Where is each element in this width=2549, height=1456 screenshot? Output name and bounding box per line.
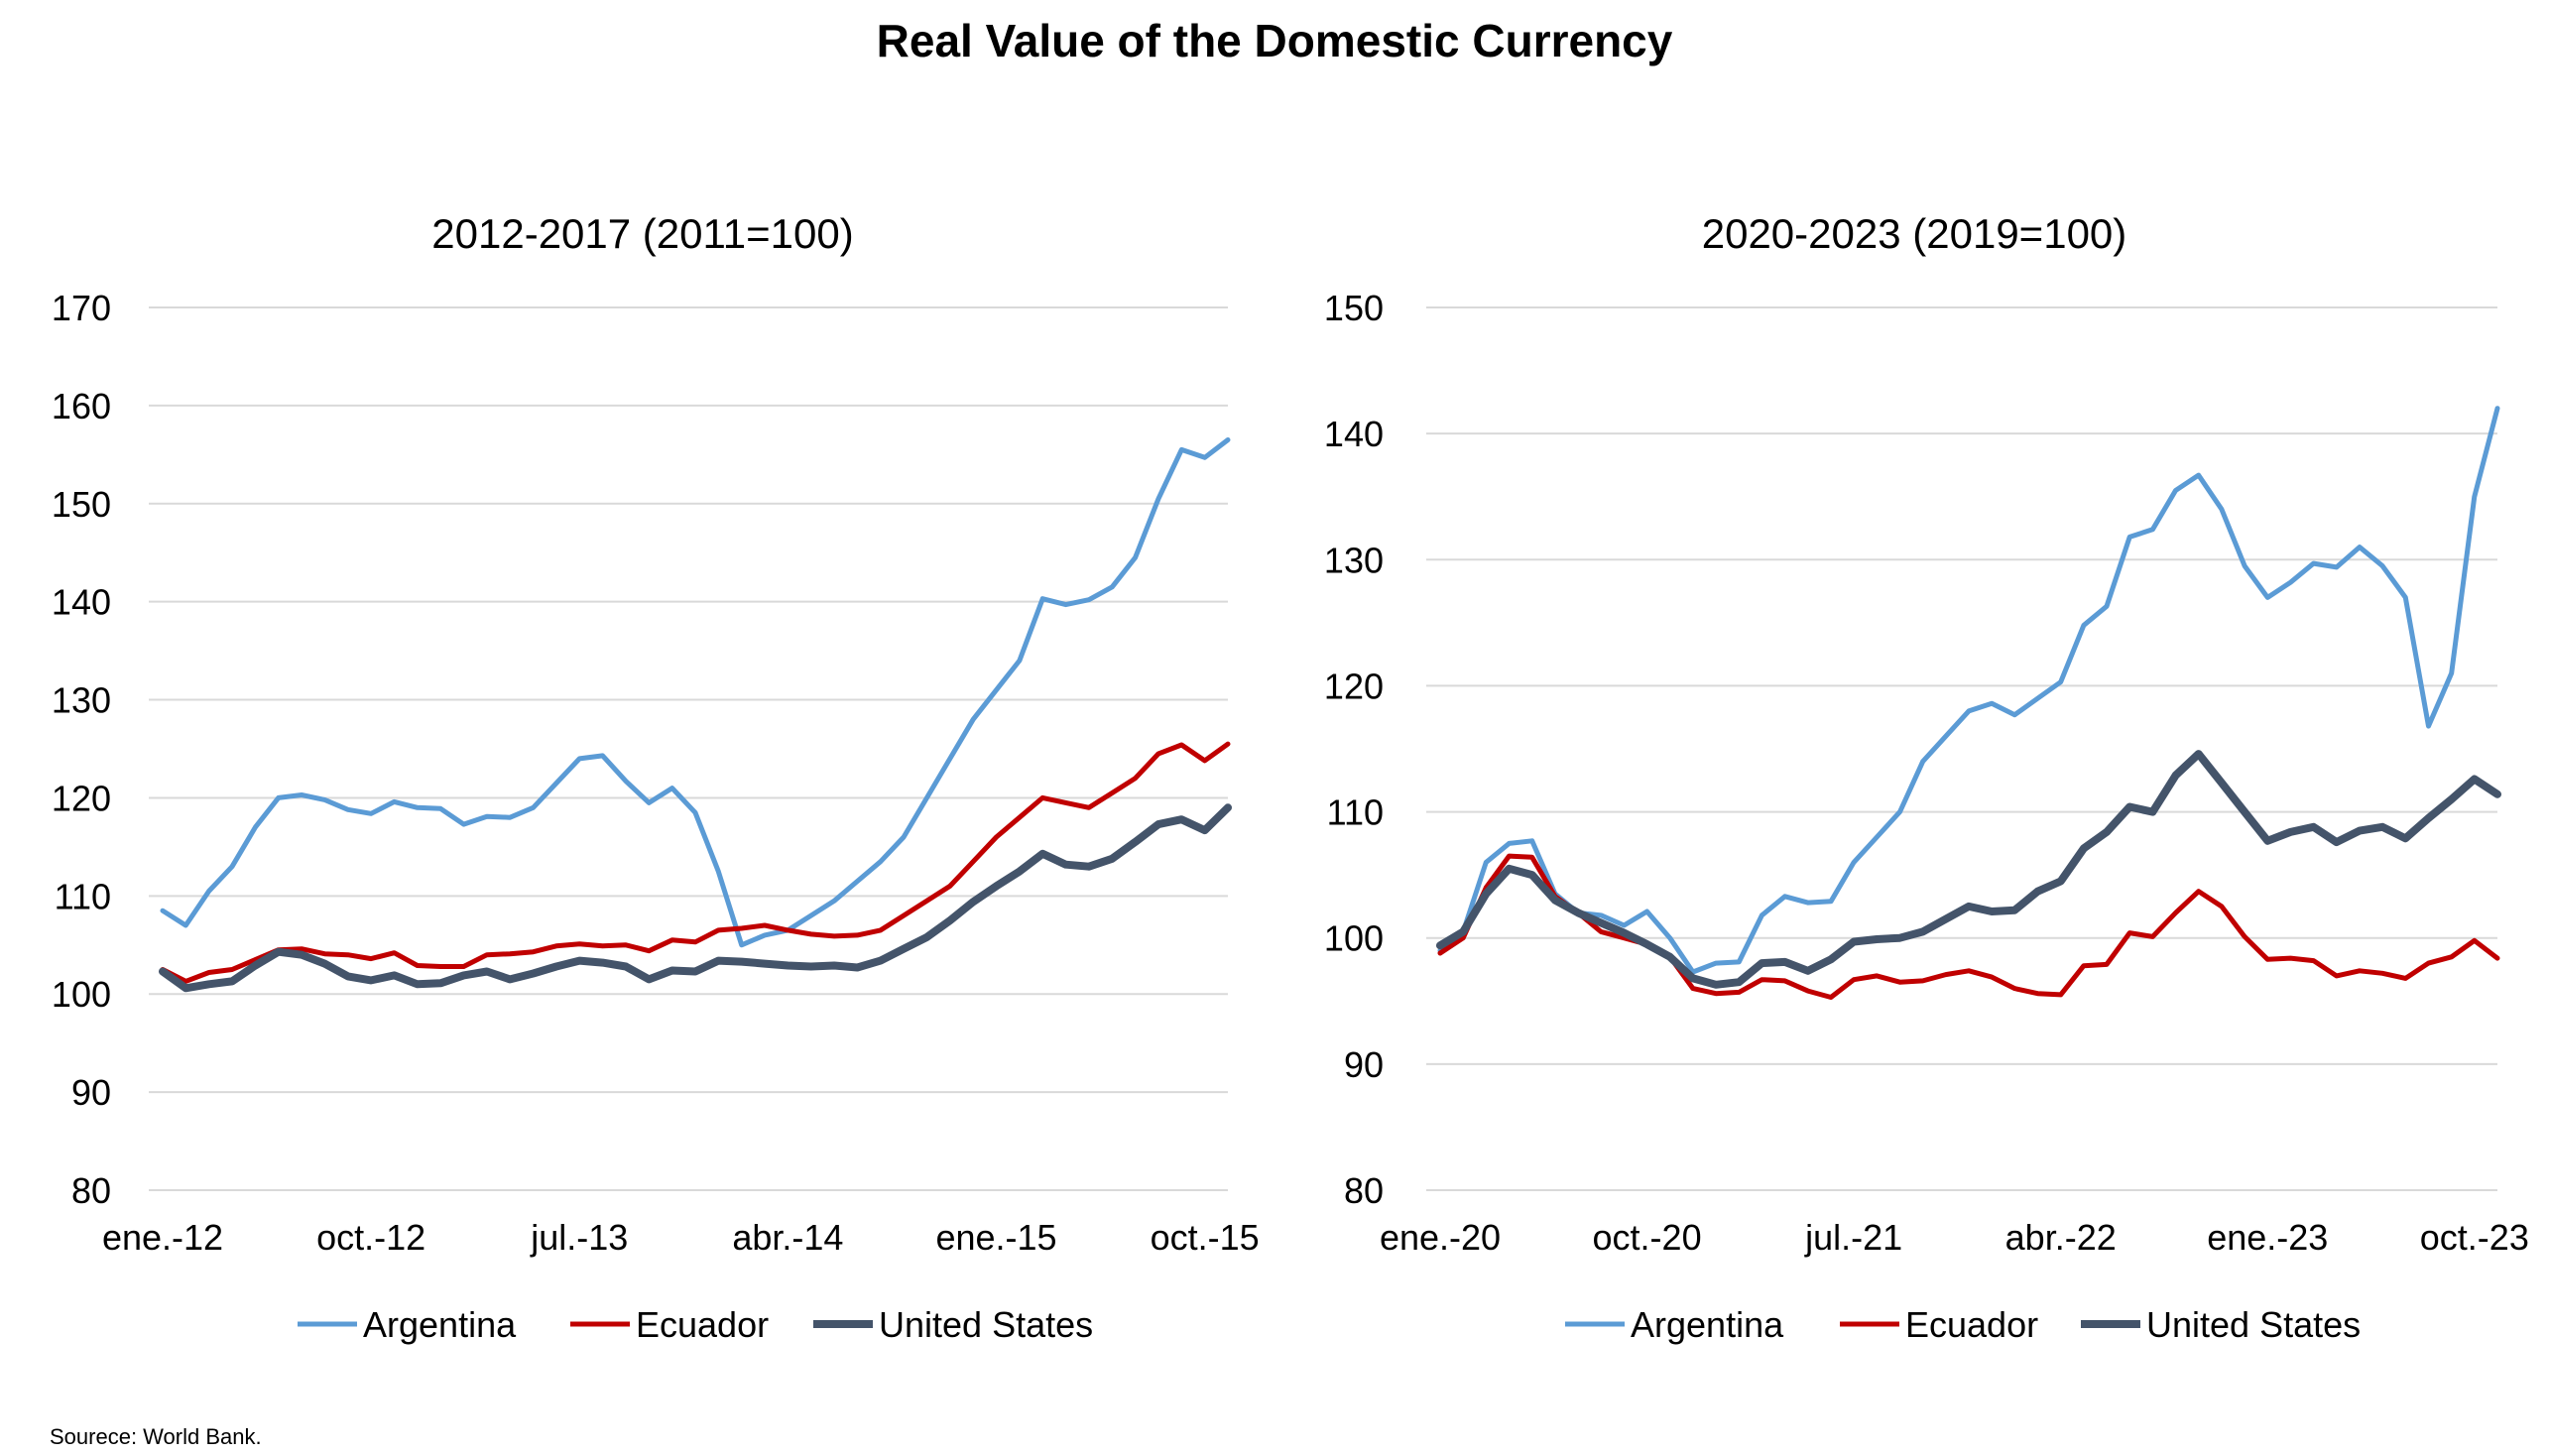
legend-label: Ecuador	[1905, 1304, 2038, 1345]
chart-title: 2012-2017 (2011=100)	[431, 210, 853, 257]
y-tick-label: 140	[1324, 414, 1384, 454]
series-line-united-states	[1436, 750, 2501, 989]
y-tick-label: 160	[52, 386, 111, 426]
y-tick-label: 140	[52, 582, 111, 623]
source-note: Sourece: World Bank.	[50, 1424, 262, 1449]
x-tick-label: oct.-20	[1593, 1217, 1702, 1258]
x-tick-label: jul.-21	[1804, 1217, 1902, 1258]
x-tick-label: oct.-23	[2420, 1217, 2529, 1258]
series-line-ecuador	[1437, 853, 2500, 1000]
y-tick-label: 120	[52, 778, 111, 818]
x-tick-label: abr.-22	[2005, 1217, 2117, 1258]
y-tick-label: 170	[52, 288, 111, 328]
y-tick-label: 80	[71, 1170, 111, 1211]
y-tick-label: 110	[55, 876, 111, 916]
y-tick-label: 120	[1324, 666, 1384, 706]
series-line-argentina	[160, 437, 1231, 948]
y-tick-label: 80	[1344, 1170, 1384, 1211]
x-tick-label: ene.-23	[2207, 1217, 2328, 1258]
series-line-ecuador	[160, 741, 1231, 984]
legend-label: United States	[2146, 1304, 2361, 1345]
chart-panel-1: 2012-2017 (2011=100) 80 90 100 110 120 130 140 1…	[52, 210, 1260, 1345]
main-title: Real Value of the Domestic Currency	[876, 15, 1673, 66]
y-tick-label: 90	[1344, 1044, 1384, 1085]
y-tick-label: 150	[1324, 288, 1384, 328]
y-tick-label: 90	[71, 1072, 111, 1113]
y-tick-label: 110	[1327, 792, 1384, 833]
legend-label: Argentina	[1631, 1304, 1784, 1345]
legend-label: Ecuador	[636, 1304, 769, 1345]
y-tick-label: 150	[52, 484, 111, 525]
chart-title: 2020-2023 (2019=100)	[1702, 210, 2127, 257]
x-tick-label: oct.-15	[1151, 1217, 1260, 1258]
y-tick-label: 130	[52, 680, 111, 721]
x-tick-label: jul.-13	[530, 1217, 628, 1258]
legend-label: Argentina	[363, 1304, 517, 1345]
y-tick-label: 100	[52, 974, 111, 1015]
series-line-argentina	[1437, 406, 2500, 975]
series-line-united-states	[159, 803, 1232, 993]
x-tick-label: ene.-15	[935, 1217, 1056, 1258]
x-tick-label: abr.-14	[732, 1217, 843, 1258]
y-tick-label: 130	[1324, 540, 1384, 580]
legend-label: United States	[879, 1304, 1093, 1345]
x-tick-label: oct.-12	[316, 1217, 425, 1258]
x-tick-label: ene.-20	[1380, 1217, 1501, 1258]
y-tick-label: 100	[1324, 918, 1384, 959]
chart-panel-2: 2020-2023 (2019=100) 80 90 100 110 120 130 140 1…	[1324, 210, 2529, 1345]
x-tick-label: ene.-12	[102, 1217, 223, 1258]
